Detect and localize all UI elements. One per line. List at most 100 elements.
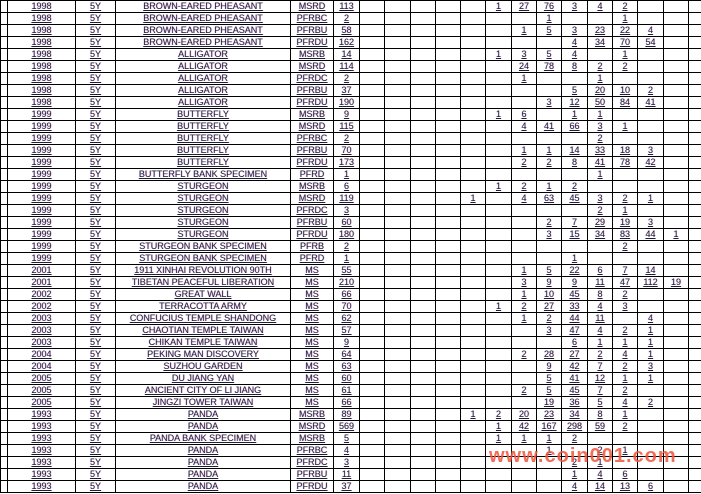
- cell-grade-9: 34: [561, 408, 588, 421]
- cell-grade-14: [688, 180, 701, 193]
- cell-grade-9: 4: [561, 48, 588, 61]
- cell-grade-5: [460, 288, 486, 301]
- cell-grade-7: 20: [511, 408, 537, 421]
- cell-grade-5: [460, 240, 486, 253]
- cell-total: 14: [333, 48, 360, 61]
- cell-grade-3: [410, 180, 436, 193]
- cell-grade-2: [384, 156, 411, 169]
- cell-grade-14: [688, 204, 701, 217]
- cell-year: 1999: [7, 144, 76, 157]
- cell-grade-3: [410, 432, 436, 445]
- cell-grade-13: [663, 156, 689, 169]
- table-row: 1998 5Y ALLIGATOR MSRB 14 1 3 5 4 1: [0, 48, 701, 61]
- cell-left-cut: [0, 84, 8, 97]
- cell-grade-4: [435, 84, 461, 97]
- cell-denomination: 5Y: [75, 480, 116, 493]
- cell-grade-2: [384, 456, 411, 469]
- table-row: 1998 5Y ALLIGATOR PFRDC 2 1 1: [0, 72, 701, 85]
- cell-grade-3: [410, 480, 436, 493]
- cell-grade-4: [435, 240, 461, 253]
- cell-left-cut: [0, 24, 8, 37]
- cell-grade-11: 1: [612, 204, 638, 217]
- cell-grade-10: [587, 180, 613, 193]
- cell-grade-13: [663, 384, 689, 397]
- cell-grade-9: 4: [561, 480, 588, 493]
- cell-grade-12: [637, 60, 664, 73]
- cell-grade-2: [384, 372, 411, 385]
- cell-grade-3: [410, 60, 436, 73]
- cell-grade-10: 1: [587, 336, 613, 349]
- cell-grade-9: 12: [561, 96, 588, 109]
- cell-grade-10: 14: [587, 480, 613, 493]
- cell-grade-7: [511, 480, 537, 493]
- cell-left-cut: [0, 60, 8, 73]
- cell-left-cut: [0, 204, 8, 217]
- cell-grade-13: [663, 144, 689, 157]
- cell-grade-9: 6: [561, 336, 588, 349]
- cell-grade-code: MSRD: [290, 60, 334, 73]
- cell-left-cut: [0, 36, 8, 49]
- cell-grade-7: [511, 12, 537, 25]
- cell-grade-9: 2: [561, 456, 588, 469]
- cell-grade-5: [460, 468, 486, 481]
- cell-coin-name: STURGEON: [115, 228, 291, 241]
- cell-grade-6: [485, 384, 512, 397]
- cell-grade-6: [485, 132, 512, 145]
- cell-denomination: 5Y: [75, 48, 116, 61]
- cell-grade-4: [435, 480, 461, 493]
- cell-coin-name: PEKING MAN DISCOVERY: [115, 348, 291, 361]
- cell-year: 1998: [7, 12, 76, 25]
- cell-grade-12: 42: [637, 156, 664, 169]
- cell-left-cut: [0, 48, 8, 61]
- cell-grade-13: [663, 84, 689, 97]
- cell-grade-8: 2: [536, 156, 562, 169]
- cell-grade-14: [688, 252, 701, 265]
- cell-total: 162: [333, 36, 360, 49]
- cell-total: 70: [333, 300, 360, 313]
- cell-grade-1: [359, 24, 385, 37]
- cell-grade-7: 1: [511, 24, 537, 37]
- cell-grade-5: 1: [460, 408, 486, 421]
- cell-grade-3: [410, 240, 436, 253]
- cell-grade-1: [359, 240, 385, 253]
- cell-grade-2: [384, 444, 411, 457]
- cell-grade-14: [688, 396, 701, 409]
- cell-coin-name: SUZHOU GARDEN: [115, 360, 291, 373]
- cell-grade-6: 1: [485, 432, 512, 445]
- cell-grade-6: [485, 156, 512, 169]
- cell-year: 1999: [7, 192, 76, 205]
- cell-grade-12: 2: [637, 396, 664, 409]
- cell-grade-8: [536, 456, 562, 469]
- cell-grade-5: [460, 360, 486, 373]
- cell-grade-6: [485, 84, 512, 97]
- cell-year: 1999: [7, 108, 76, 121]
- cell-grade-7: 2: [511, 180, 537, 193]
- cell-grade-1: [359, 396, 385, 409]
- cell-grade-1: [359, 36, 385, 49]
- cell-grade-5: [460, 348, 486, 361]
- cell-left-cut: [0, 72, 8, 85]
- table-row: 1998 5Y BROWN-EARED PHEASANT MSRD 113 1 27 76 3 4…: [0, 0, 701, 13]
- cell-grade-12: [637, 0, 664, 13]
- cell-grade-1: [359, 108, 385, 121]
- cell-grade-2: [384, 324, 411, 337]
- cell-denomination: 5Y: [75, 240, 116, 253]
- cell-grade-8: 9: [536, 360, 562, 373]
- cell-grade-3: [410, 132, 436, 145]
- cell-grade-14: [688, 24, 701, 37]
- cell-grade-13: [663, 36, 689, 49]
- cell-grade-11: [612, 432, 638, 445]
- cell-grade-7: 42: [511, 420, 537, 433]
- cell-grade-14: [688, 264, 701, 277]
- cell-grade-2: [384, 192, 411, 205]
- cell-grade-12: 1: [637, 336, 664, 349]
- cell-grade-1: [359, 60, 385, 73]
- cell-grade-11: 1: [612, 12, 638, 25]
- cell-year: 1993: [7, 444, 76, 457]
- cell-grade-6: 1: [485, 108, 512, 121]
- cell-left-cut: [0, 348, 8, 361]
- cell-grade-8: 76: [536, 0, 562, 13]
- cell-grade-5: [460, 132, 486, 145]
- cell-grade-1: [359, 468, 385, 481]
